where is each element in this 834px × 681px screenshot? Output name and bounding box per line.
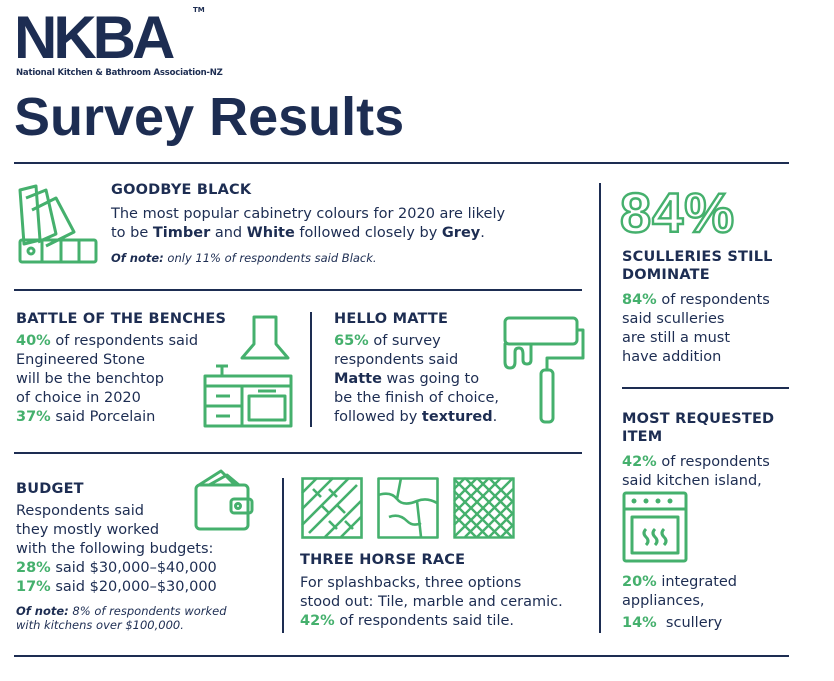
horse-text: For splashbacks, three options stood out… xyxy=(300,575,563,629)
association-name: National Kitchen & Bathroom Association-… xyxy=(16,68,223,78)
benches-heading: BATTLE OF THE BENCHES xyxy=(16,311,227,327)
requested-text-2: 20% integrated appliances, 14% scullery xyxy=(622,574,738,631)
header-divider xyxy=(14,162,789,164)
wallet-icon xyxy=(194,469,254,531)
tile-icon-ceramic xyxy=(453,477,515,539)
tile-icon-herringbone xyxy=(301,477,363,539)
footer-divider xyxy=(14,655,789,657)
nkba-logo: NKBA xyxy=(14,4,175,71)
colour-swatch-icon xyxy=(18,184,98,264)
tile-icon-marble xyxy=(377,477,439,539)
matte-text: 65% of survey respondents said Matte was… xyxy=(334,333,499,425)
requested-text-1: 42% of respondents said kitchen island, xyxy=(622,454,770,489)
budget-heading: BUDGET xyxy=(16,481,84,497)
oven-icon xyxy=(622,491,688,563)
page-title: Survey Results xyxy=(14,87,405,147)
horse-heading: THREE HORSE RACE xyxy=(300,552,466,568)
trademark: TM xyxy=(193,6,205,14)
matte-heading: HELLO MATTE xyxy=(334,311,449,327)
budget-note: Of note: 8% of respondents worked with k… xyxy=(16,604,227,632)
budget-text: Respondents said they mostly worked with… xyxy=(16,503,217,595)
goodbye-black-note: Of note: only 11% of respondents said Bl… xyxy=(111,251,377,265)
column-divider xyxy=(599,183,601,633)
goodbye-black-heading: GOODBYE BLACK xyxy=(111,182,252,198)
row-divider-2 xyxy=(14,452,582,454)
goodbye-black-text: The most popular cabinetry colours for 2… xyxy=(111,205,581,243)
sculleries-heading: SCULLERIES STILL DOMINATE xyxy=(622,249,773,283)
goodbye-black-line2: to be Timber and White followed closely … xyxy=(111,225,485,241)
paint-roller-icon xyxy=(503,316,585,424)
kitchen-cabinet-icon xyxy=(203,315,293,428)
divider-budget-horse xyxy=(282,478,284,633)
benches-text: 40% of respondents said Engineered Stone… xyxy=(16,333,199,425)
row-divider-1 xyxy=(14,289,582,291)
goodbye-black-line1: The most popular cabinetry colours for 2… xyxy=(111,206,506,222)
requested-heading: MOST REQUESTED ITEM xyxy=(622,411,775,445)
right-divider xyxy=(622,387,789,389)
divider-benches-matte xyxy=(310,312,312,427)
sculleries-text: 84% of respondents said sculleries are s… xyxy=(622,292,770,365)
big-stat-84: 84% xyxy=(619,181,736,244)
